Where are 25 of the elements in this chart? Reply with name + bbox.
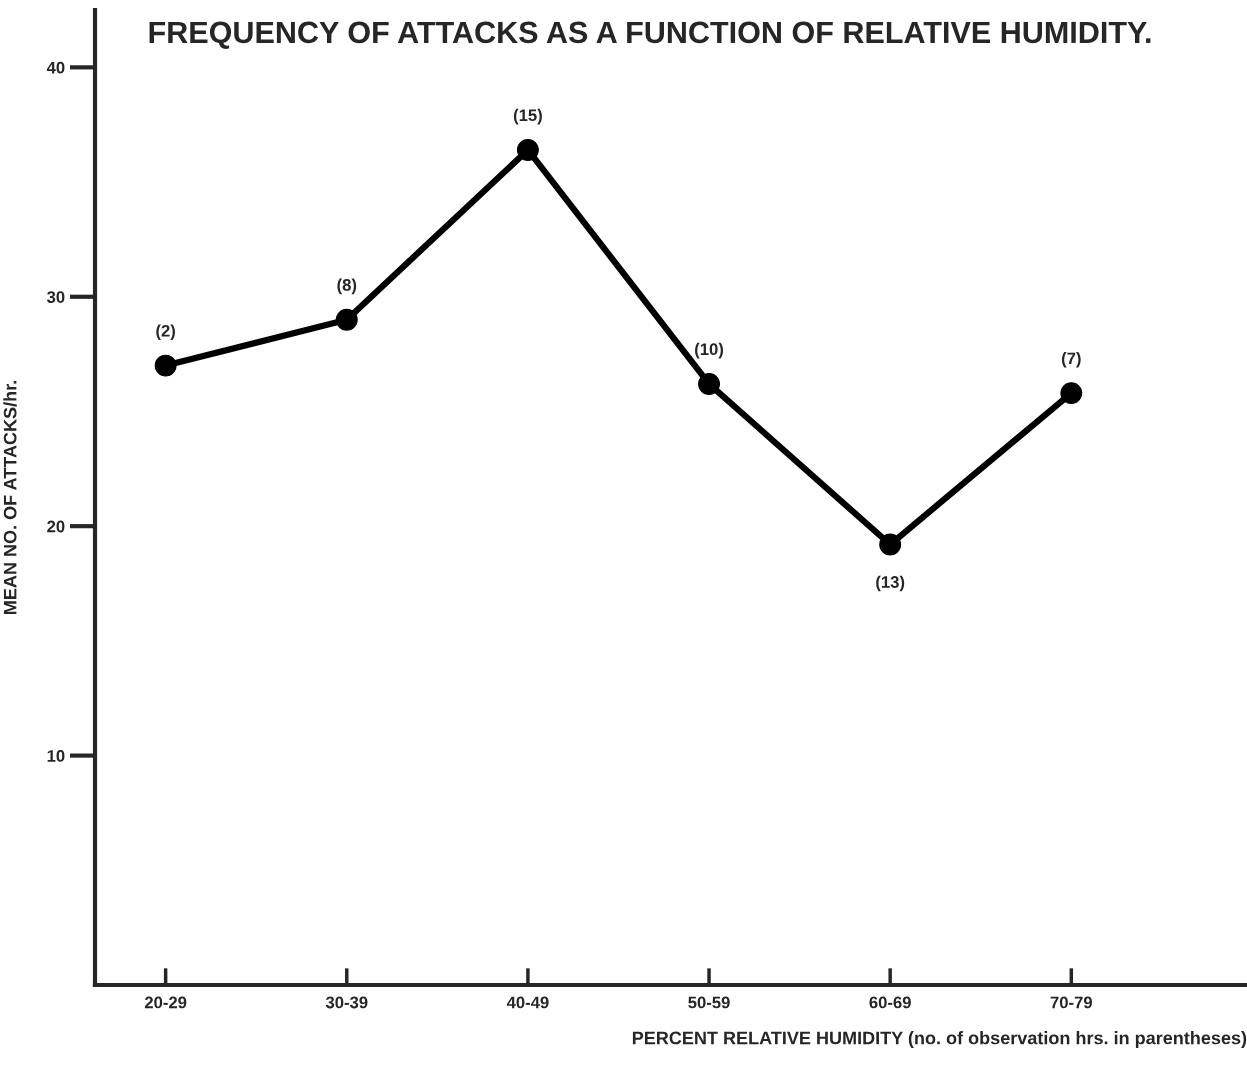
x-tick-label: 30-39	[325, 996, 368, 1009]
y-tick-label: 30	[46, 291, 65, 303]
y-tick-label: 20	[47, 520, 65, 533]
annotation: (2)	[156, 324, 175, 341]
annotation: (8)	[337, 278, 357, 295]
y-tick-label: 40	[46, 61, 65, 74]
annotation: (15)	[513, 108, 542, 125]
x-tick-label: 60-69	[869, 996, 911, 1009]
y-tick-label: 10	[47, 749, 65, 762]
point	[154, 354, 177, 377]
point	[1060, 382, 1083, 405]
chart-title: FREQUENCY OF ATTACKS AS A FUNCTION OF RELATIVE HUMIDITY.	[149, 21, 1151, 49]
annotation: (10)	[695, 342, 724, 359]
annotation: (7)	[1061, 352, 1081, 368]
x-tick-label: 70-79	[1050, 996, 1092, 1009]
point	[516, 139, 539, 161]
x-tick-label: 20-29	[144, 996, 187, 1009]
annotation: (13)	[876, 575, 905, 592]
x-tick-label: 40-49	[506, 996, 549, 1009]
point	[879, 533, 902, 556]
point	[335, 308, 358, 331]
x-tick-label: 50-59	[688, 996, 730, 1009]
y-axis-title: MEAN NO. OF ATTACKS/hr.	[3, 381, 17, 614]
point	[698, 373, 720, 395]
x-axis-title: PERCENT RELATIVE HUMIDITY (no. of observation hrs. in parentheses)	[632, 1031, 1247, 1048]
